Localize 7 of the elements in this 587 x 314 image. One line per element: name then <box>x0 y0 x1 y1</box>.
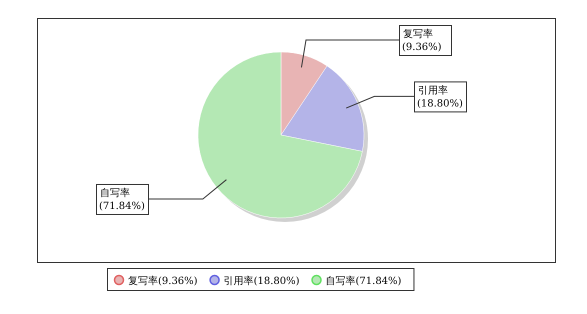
slice-label: 自写率 <box>100 186 130 199</box>
slice-label: 引用率 <box>418 84 448 96</box>
data-label: (9.36%) <box>402 42 442 53</box>
data-label: (18.80%) <box>417 98 464 110</box>
data-label: (71.84%) <box>99 200 146 212</box>
slice-label: 复写率 <box>403 28 433 40</box>
legend: 复写率(9.36%) 引用率(18.80%) 自写率(71.84%) <box>107 268 414 291</box>
